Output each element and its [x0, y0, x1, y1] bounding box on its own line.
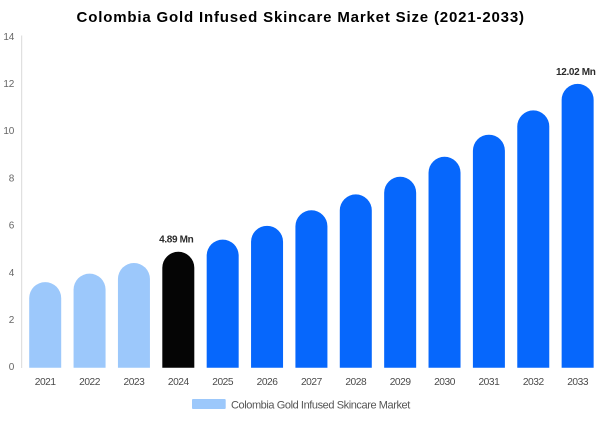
- svg-text:2032: 2032: [523, 377, 545, 388]
- svg-text:6: 6: [9, 221, 15, 232]
- svg-text:2022: 2022: [79, 377, 101, 388]
- svg-text:8: 8: [9, 173, 15, 184]
- svg-text:2033: 2033: [567, 377, 589, 388]
- svg-text:2: 2: [9, 315, 15, 326]
- svg-text:0: 0: [9, 362, 15, 373]
- svg-text:2027: 2027: [301, 377, 323, 388]
- svg-text:4: 4: [9, 268, 15, 279]
- svg-text:Colombia Gold Infused Skincare: Colombia Gold Infused Skincare Market Si…: [77, 9, 525, 26]
- svg-text:12.02 Mn: 12.02 Mn: [556, 67, 596, 78]
- svg-text:2026: 2026: [257, 377, 279, 388]
- svg-text:2021: 2021: [35, 377, 57, 388]
- svg-text:2028: 2028: [345, 377, 367, 388]
- svg-text:2023: 2023: [124, 377, 146, 388]
- svg-text:12: 12: [3, 79, 14, 90]
- svg-text:2025: 2025: [212, 377, 234, 388]
- svg-text:2024: 2024: [168, 377, 190, 388]
- svg-text:4.89 Mn: 4.89 Mn: [159, 234, 193, 245]
- svg-text:2031: 2031: [478, 377, 500, 388]
- svg-text:10: 10: [3, 126, 14, 137]
- svg-text:2030: 2030: [434, 377, 456, 388]
- svg-text:Colombia Gold Infused Skincare: Colombia Gold Infused Skincare Market: [231, 399, 410, 411]
- svg-text:14: 14: [3, 32, 14, 43]
- svg-text:2029: 2029: [390, 377, 412, 388]
